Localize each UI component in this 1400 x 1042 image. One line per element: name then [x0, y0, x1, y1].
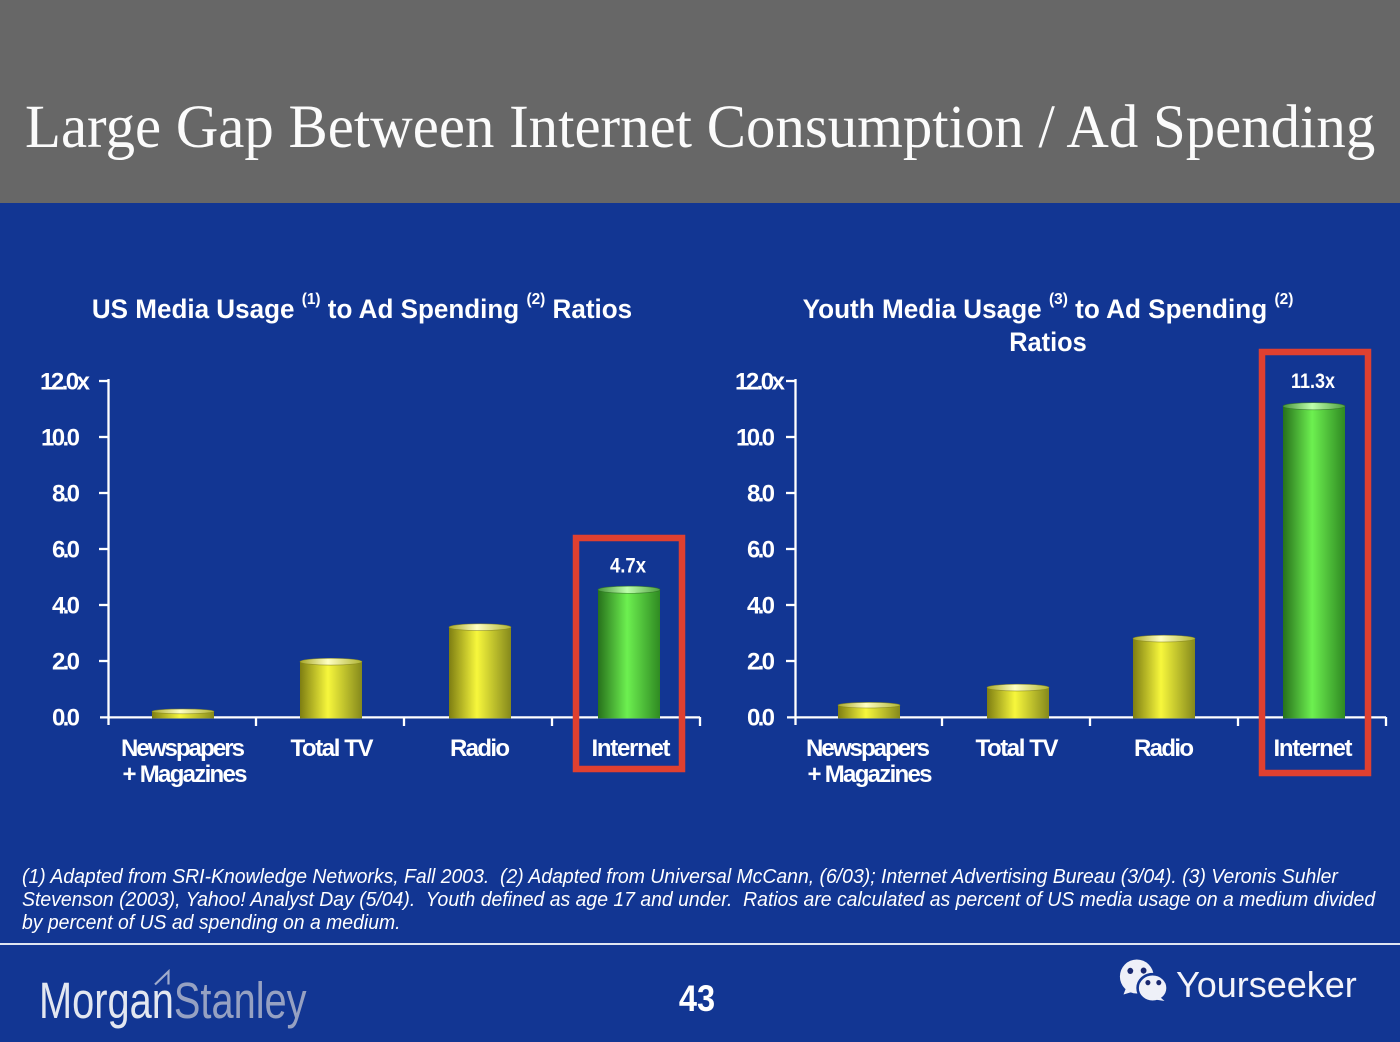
- svg-text:10.0: 10.0: [41, 425, 80, 452]
- svg-text:Youth Media Usage (3) to Ad Sp: Youth Media Usage (3) to Ad Spending (2): [803, 291, 1294, 324]
- svg-text:+ Magazines: + Magazines: [808, 761, 933, 788]
- svg-text:US Media Usage (1) to Ad Spend: US Media Usage (1) to Ad Spending (2) Ra…: [92, 291, 632, 324]
- svg-text:Radio: Radio: [450, 735, 510, 762]
- svg-text:Newspapers: Newspapers: [806, 735, 930, 762]
- svg-text:12.0x: 12.0x: [735, 369, 786, 396]
- svg-text:2.0: 2.0: [747, 649, 775, 676]
- svg-text:Total TV: Total TV: [291, 735, 374, 762]
- svg-text:12.0x: 12.0x: [40, 369, 91, 396]
- svg-text:2.0: 2.0: [52, 649, 80, 676]
- svg-text:8.0: 8.0: [52, 481, 80, 508]
- svg-text:0.0: 0.0: [52, 705, 80, 732]
- svg-text:4.0: 4.0: [747, 593, 775, 620]
- svg-text:4.7x: 4.7x: [610, 555, 646, 578]
- svg-text:Newspapers: Newspapers: [121, 735, 245, 762]
- svg-text:+ Magazines: + Magazines: [123, 761, 248, 788]
- svg-text:Ratios: Ratios: [1009, 326, 1087, 357]
- svg-text:0.0: 0.0: [747, 705, 775, 732]
- svg-text:Internet: Internet: [592, 735, 671, 762]
- svg-text:Internet: Internet: [1274, 735, 1353, 762]
- svg-text:Radio: Radio: [1134, 735, 1194, 762]
- svg-text:6.0: 6.0: [747, 537, 775, 564]
- svg-text:Total TV: Total TV: [976, 735, 1059, 762]
- svg-text:10.0: 10.0: [736, 425, 775, 452]
- svg-text:4.0: 4.0: [52, 593, 80, 620]
- svg-text:11.3x: 11.3x: [1291, 370, 1335, 393]
- svg-text:6.0: 6.0: [52, 537, 80, 564]
- svg-text:8.0: 8.0: [747, 481, 775, 508]
